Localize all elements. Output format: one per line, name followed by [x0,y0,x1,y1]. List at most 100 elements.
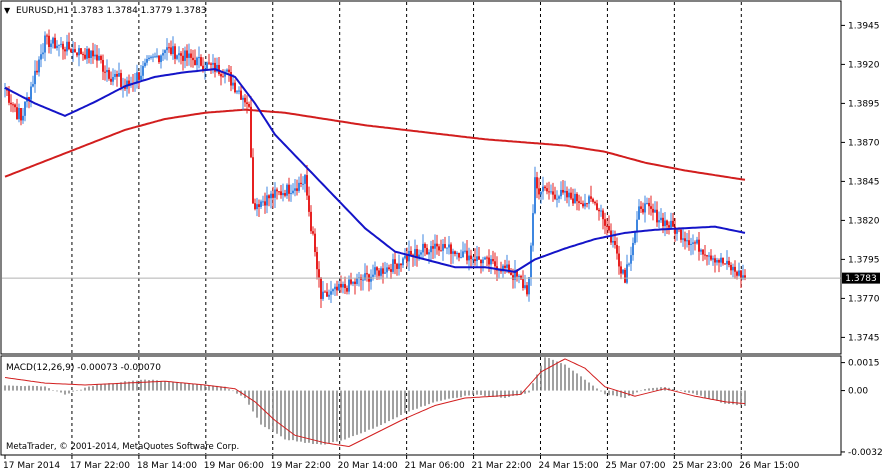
candle-body [620,266,622,274]
candle-body [494,261,496,267]
candle-body [394,259,396,264]
macd-bar [460,390,462,398]
macd-bar [116,382,118,391]
candle-body [110,78,112,82]
macd-bar [380,390,382,425]
candle-body [686,240,688,242]
macd-bar [560,363,562,391]
macd-bar [188,383,190,391]
candle-body [404,255,406,259]
candle-body [208,62,210,64]
macd-bar [360,390,362,434]
time-tick-label: 25 Mar 23:00 [672,461,732,471]
macd-bar [508,390,510,398]
candle-body [348,279,350,292]
macd-bar [452,390,454,399]
candle-body [696,239,698,244]
candle-body [28,97,30,100]
candle-body [674,226,676,234]
macd-bar [352,390,354,437]
candle-body [562,189,564,193]
macd-bar [636,390,638,393]
candle-body [102,59,104,72]
candle-body [656,209,658,223]
candle-body [618,253,620,267]
candle-body [190,53,192,58]
candle-body [106,70,108,73]
candle-body [418,254,420,259]
macd-bar [152,379,154,391]
candle-body [682,238,684,240]
candle-body [76,52,78,56]
macd-bar [580,376,582,391]
candle-body [300,182,302,184]
macd-bar [684,390,686,393]
candle-body [612,240,614,243]
macd-bar [288,390,290,441]
price-tick-label: 1.3945 [848,21,880,31]
candle-body [740,270,742,279]
candle-body [140,75,142,80]
candle-body [42,52,44,55]
candle-body [222,76,224,78]
candle-body [432,246,434,249]
candle-body [16,107,18,120]
candle-body [722,257,724,264]
time-tick-label: 17 Mar 2014 [3,461,60,471]
candle-body [392,259,394,272]
macd-bar [12,385,14,391]
macd-bar [364,390,366,432]
candle-body [146,59,148,63]
macd-bar [396,390,398,418]
candle-body [526,285,528,295]
macd-bar [584,379,586,391]
candle-body [464,250,466,252]
candle-body [330,291,332,295]
candle-body [36,70,38,73]
candle-body [396,263,398,269]
candle-body [650,206,652,209]
candle-body [280,191,282,196]
candle-body [716,259,718,263]
candle-body [212,62,214,65]
candle-body [240,90,242,100]
candle-body [698,239,700,252]
candle-body [298,182,300,191]
candle-body [50,43,52,47]
main-chart-area[interactable] [0,0,842,355]
candle-body [398,263,400,269]
macd-bar [524,390,526,394]
macd-bar [728,390,730,404]
candle-body [578,201,580,203]
candle-body [410,250,412,255]
macd-bar [520,390,522,395]
candle-body [564,190,566,193]
macd-bar [680,390,682,391]
candle-body [460,257,462,259]
macd-bar [416,390,418,409]
candle-body [690,243,692,245]
macd-bar [324,390,326,445]
macd-histogram [4,357,746,445]
candle-body [532,213,534,246]
candle-body [302,183,304,185]
candle-body [176,55,178,59]
candle-body [742,275,744,279]
macd-bar [552,359,554,391]
time-tick-label: 19 Mar 22:00 [271,461,331,471]
macd-bar [320,390,322,445]
candle-body [510,272,512,276]
candle-body [282,193,284,196]
collapse-arrow-icon[interactable]: ▼ [4,6,11,15]
macd-bar [384,390,386,424]
candle-body [430,246,432,253]
candle-body [260,201,262,207]
macd-bar [348,390,350,438]
macd-bar [128,381,130,391]
candle-body [736,271,738,276]
candle-body [166,47,168,51]
candle-body [256,204,258,210]
macd-bar [292,390,294,441]
candle-body [730,264,732,271]
